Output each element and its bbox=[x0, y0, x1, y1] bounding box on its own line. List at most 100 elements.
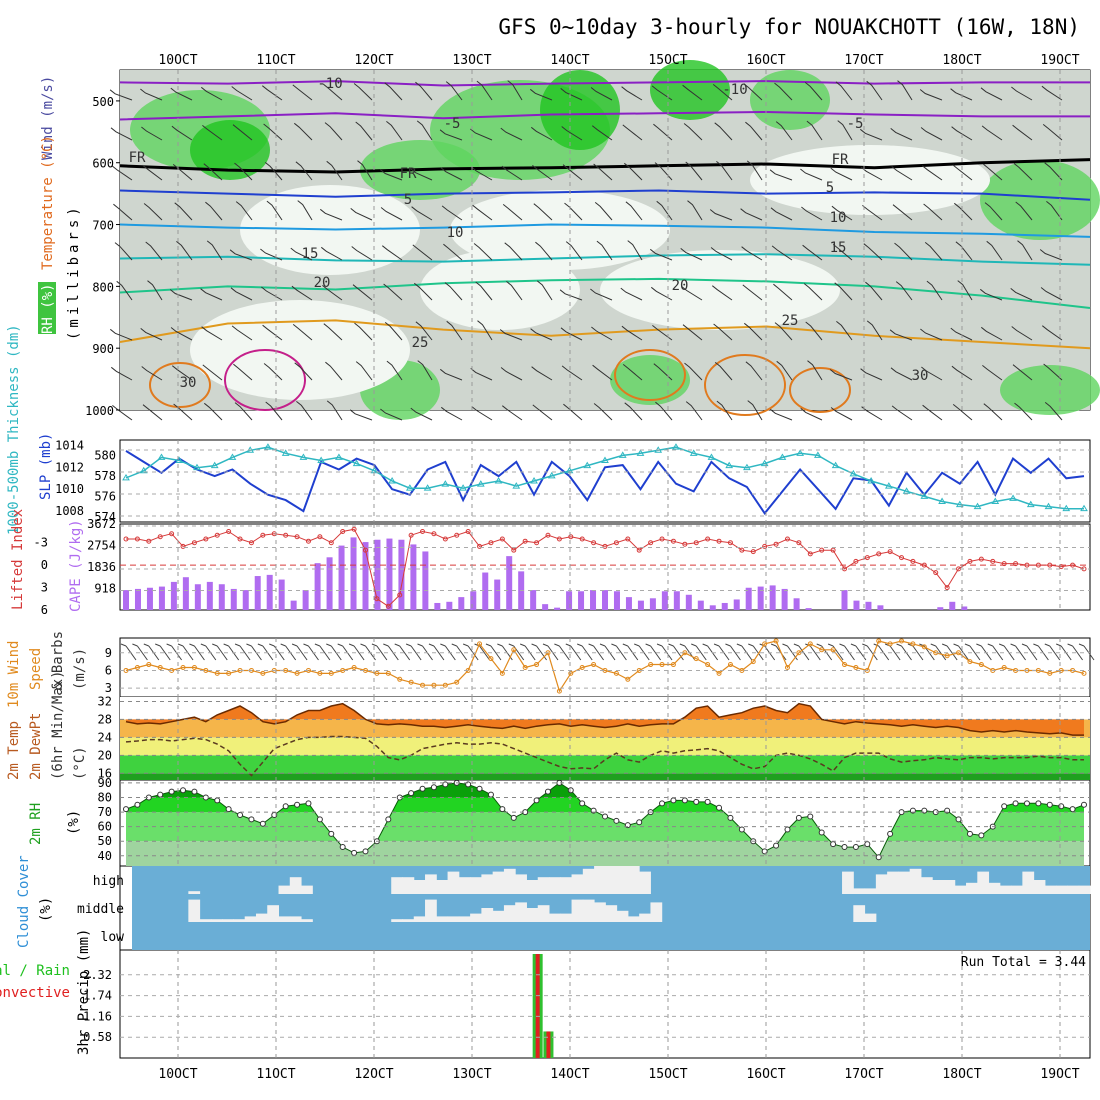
wind-barb bbox=[860, 166, 883, 181]
cloud-high-bar bbox=[594, 866, 606, 894]
wind-barb bbox=[231, 325, 253, 341]
cloud-high-bar bbox=[616, 866, 629, 894]
wind-barb bbox=[830, 167, 853, 181]
li-point bbox=[408, 532, 414, 538]
wind-barb bbox=[561, 365, 583, 381]
cloud-high-bar bbox=[492, 871, 505, 894]
cloud-high-bar bbox=[920, 877, 933, 894]
cloud-middle-bar bbox=[436, 916, 449, 922]
ylabel-li: Lifted Index bbox=[10, 509, 26, 610]
rh-point bbox=[852, 844, 859, 851]
rh-point bbox=[738, 826, 745, 833]
wind-speed-point bbox=[556, 688, 562, 694]
xtick-bottom-label: 14OCT bbox=[550, 1067, 589, 1082]
wind-barb bbox=[650, 286, 673, 301]
wind-barb bbox=[229, 249, 253, 261]
wind-barb bbox=[262, 324, 283, 341]
cloud-middle-bar bbox=[188, 899, 201, 922]
contour-label: -5 bbox=[444, 116, 461, 132]
rh-tick-label: 70 bbox=[98, 805, 112, 819]
thickness-point bbox=[672, 443, 680, 450]
wind-barb-10m bbox=[1044, 643, 1061, 661]
wind-speed-point bbox=[773, 638, 779, 644]
wind-barb bbox=[682, 84, 703, 101]
rh-tick-label: 80 bbox=[98, 790, 112, 804]
li-point bbox=[420, 528, 426, 534]
cape-bar bbox=[805, 608, 812, 610]
wind-barb bbox=[202, 364, 223, 381]
wind-barb bbox=[202, 125, 223, 141]
wind-barb bbox=[924, 242, 943, 261]
wind-barb bbox=[532, 404, 553, 421]
thickness-point bbox=[210, 461, 219, 469]
wind-barb bbox=[866, 320, 883, 341]
li-point bbox=[374, 596, 380, 602]
cape-bar bbox=[637, 600, 644, 610]
ytick-label: 500 bbox=[92, 95, 114, 109]
wind-barb bbox=[292, 324, 313, 341]
wind-barb bbox=[417, 360, 433, 381]
wind-speed-point bbox=[568, 670, 574, 676]
cloud-high-bar bbox=[436, 880, 449, 894]
cloud-high-bar bbox=[1067, 885, 1080, 894]
wind-barb bbox=[1039, 249, 1063, 261]
wind-barb-10m bbox=[930, 643, 947, 661]
wind-barb-10m bbox=[485, 643, 502, 661]
rh-dry-blob bbox=[600, 250, 840, 330]
wind-barb bbox=[176, 241, 193, 261]
temp-band bbox=[120, 697, 1090, 720]
li-point bbox=[522, 538, 528, 544]
ylabel-wind10m-part: 10m Wind bbox=[6, 641, 22, 708]
thickness-tick-label: 578 bbox=[94, 469, 116, 483]
wind-barb bbox=[501, 165, 523, 181]
wind-barb bbox=[652, 325, 673, 341]
xtick-top-label: 18OCT bbox=[942, 53, 981, 68]
rh-point bbox=[476, 785, 483, 792]
thickness-point bbox=[459, 484, 467, 491]
thickness-point bbox=[884, 482, 893, 489]
wind-barb-10m bbox=[155, 643, 171, 661]
cloud-high-bar bbox=[278, 885, 291, 894]
xtick-top-label: 13OCT bbox=[452, 53, 491, 68]
cape-bar bbox=[338, 545, 345, 610]
wind-barb bbox=[290, 247, 313, 261]
cloud-middle-bar bbox=[537, 905, 550, 922]
precip-convective-bar bbox=[535, 954, 540, 1058]
wind-barb bbox=[716, 400, 733, 421]
ytick-label: 700 bbox=[92, 219, 114, 233]
li-point bbox=[773, 541, 779, 547]
wind-barb bbox=[837, 120, 853, 141]
cloud-high-bar bbox=[627, 866, 640, 894]
cloud-high-bar bbox=[1022, 871, 1035, 894]
li-point bbox=[1035, 562, 1041, 568]
cape-bar bbox=[590, 590, 597, 610]
thickness-point bbox=[618, 451, 627, 458]
wind-barb bbox=[416, 120, 433, 141]
wind-barb bbox=[807, 360, 823, 381]
wind-barb bbox=[562, 164, 583, 181]
rh-point bbox=[225, 806, 232, 813]
wind-barb-10m bbox=[451, 643, 468, 661]
cloud-middle-bar bbox=[413, 916, 426, 922]
wind-barb bbox=[1015, 201, 1033, 221]
li-point bbox=[876, 551, 882, 557]
thickness-point bbox=[991, 497, 1000, 504]
rh-point bbox=[727, 814, 734, 821]
wind-barb bbox=[951, 365, 973, 381]
li-point bbox=[499, 536, 505, 542]
li-point bbox=[705, 536, 711, 542]
cloud-middle-bar bbox=[639, 913, 651, 922]
li-point bbox=[169, 531, 175, 537]
warm-contour bbox=[704, 354, 786, 416]
li-point bbox=[864, 555, 870, 561]
wind-barb bbox=[476, 80, 493, 101]
li-point bbox=[454, 532, 460, 538]
wind-barb bbox=[296, 401, 313, 421]
wind-barb bbox=[319, 208, 343, 221]
ylabel-precip-total: Total / Rain bbox=[0, 963, 70, 979]
wind-barb bbox=[685, 401, 703, 421]
cloud-middle-bar bbox=[255, 913, 268, 922]
wind-barb bbox=[623, 162, 643, 181]
cloud-high-bar bbox=[639, 871, 651, 894]
